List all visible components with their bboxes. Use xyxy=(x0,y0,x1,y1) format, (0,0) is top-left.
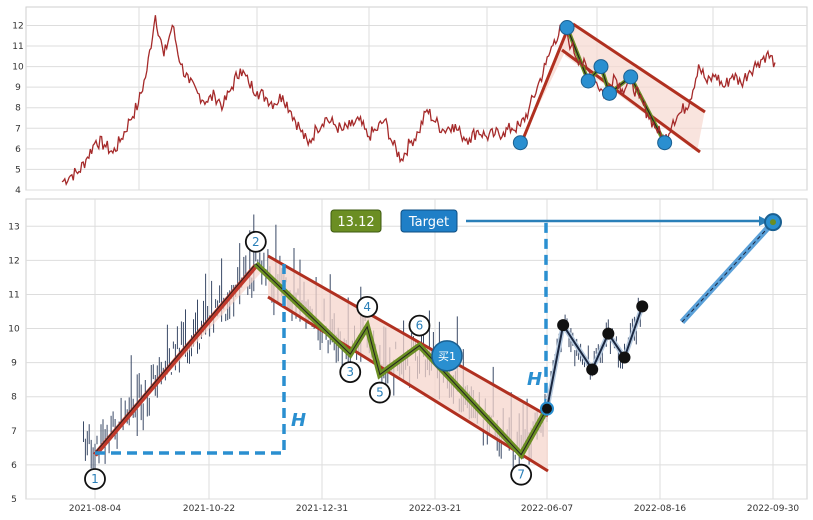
rise-line xyxy=(93,264,258,457)
top-price-line xyxy=(61,15,776,187)
bottom-x-tick-label: 2022-08-16 xyxy=(634,504,687,514)
wave-label-circle xyxy=(369,381,391,404)
top-plot-frame xyxy=(25,6,808,191)
top-wave-marker xyxy=(512,135,528,151)
top-y-tick-label: 4 xyxy=(15,186,21,196)
buy-marker xyxy=(431,340,463,372)
top-channel-lower xyxy=(561,48,701,154)
bottom-y-tick-label: 6 xyxy=(11,461,17,471)
top-y-tick-label: 12 xyxy=(12,21,23,31)
wave-label-6: 6 xyxy=(416,319,424,333)
projection-point xyxy=(636,300,649,313)
channel-upper-line xyxy=(267,254,549,418)
price-box-label: 13.12 xyxy=(337,215,374,230)
top-y-tick-label: 8 xyxy=(15,104,21,114)
pattern-overlay: 买1 xyxy=(93,213,782,473)
bottom-x-tick-label: 2022-03-21 xyxy=(409,504,461,514)
wave-label-2: 2 xyxy=(252,235,260,249)
wave-label-circle xyxy=(356,295,379,318)
top-wave-marker xyxy=(580,73,596,89)
bottom-y-tick-label: 13 xyxy=(8,222,19,232)
wave-path-inner xyxy=(255,263,548,456)
bottom-y-tick-label: 9 xyxy=(11,359,17,369)
top-wave-marker xyxy=(601,85,617,101)
projection-point xyxy=(602,327,615,340)
wave-label-circle xyxy=(408,314,431,337)
wave-label-circle xyxy=(84,468,106,490)
channel-lower-line xyxy=(267,295,549,473)
top-y-ticks: 4 5 6 7 8 9 10 11 12 xyxy=(12,21,24,196)
wave-label-1: 1 xyxy=(91,472,99,486)
wave-label-circle xyxy=(339,361,362,384)
price-box: 13.12 xyxy=(330,209,382,233)
height-label-right: H xyxy=(527,369,542,390)
bottom-y-tick-label: 7 xyxy=(11,427,17,437)
bottom-y-tick-label: 12 xyxy=(8,256,19,266)
channel-fill xyxy=(268,256,548,471)
projection-path xyxy=(546,306,644,409)
buy-marker-label: 买1 xyxy=(438,350,456,363)
top-wave-marker xyxy=(657,135,673,151)
top-rise-line xyxy=(518,29,569,147)
bottom-y-tick-label: 11 xyxy=(8,290,19,300)
bottom-y-tick-label: 10 xyxy=(8,325,20,335)
target-arrow-head xyxy=(759,216,769,226)
projection-point xyxy=(557,319,570,332)
wave-label-circle xyxy=(510,463,533,486)
wave-label-4: 4 xyxy=(363,300,371,314)
top-y-tick-label: 11 xyxy=(12,42,23,52)
top-wave-marker xyxy=(559,20,575,36)
bottom-x-tick-label: 2021-08-04 xyxy=(69,504,122,514)
top-y-tick-label: 7 xyxy=(15,124,21,134)
wave-label-3: 3 xyxy=(346,365,354,379)
top-grid xyxy=(26,7,807,191)
target-box-label: Target xyxy=(408,215,449,230)
top-price-panel: 4 5 6 7 8 9 10 11 12 xyxy=(12,6,808,196)
bottom-x-tick-label: 2021-10-22 xyxy=(183,504,235,514)
top-wave-marker xyxy=(623,69,639,85)
top-y-tick-label: 10 xyxy=(12,63,24,73)
target-marker-core xyxy=(770,219,776,226)
top-wave-marker xyxy=(593,59,609,75)
wave-label-5: 5 xyxy=(376,386,384,400)
top-y-tick-label: 6 xyxy=(15,145,21,155)
bottom-y-tick-label: 8 xyxy=(11,393,17,403)
height-label-left: H xyxy=(291,410,306,431)
bottom-y-tick-label: 5 xyxy=(11,495,17,505)
top-y-tick-label: 9 xyxy=(15,83,21,93)
wave-label-7: 7 xyxy=(517,468,525,482)
target-trajectory-inner xyxy=(681,221,774,323)
bottom-x-tick-label: 2021-12-31 xyxy=(296,504,348,514)
top-channel-upper xyxy=(572,22,706,114)
rise-line-inner xyxy=(94,263,257,454)
target-box: Target xyxy=(400,209,458,233)
wave-number-labels: 1 2 3 4 5 6 7 xyxy=(84,230,533,490)
wave-label-circle xyxy=(244,230,267,253)
bottom-x-tick-label: 2022-09-30 xyxy=(747,504,800,514)
bottom-y-ticks: 5 6 7 8 9 10 11 12 13 xyxy=(8,222,20,505)
bottom-x-tick-label: 2022-06-07 xyxy=(521,504,573,514)
breakout-marker xyxy=(540,401,554,416)
top-y-tick-label: 5 xyxy=(15,165,21,175)
projection-point xyxy=(618,351,631,364)
top-wave-markers xyxy=(512,20,673,151)
projection-point xyxy=(586,363,599,376)
bottom-x-ticks: 2021-08-04 2021-10-22 2021-12-31 2022-03-21… xyxy=(69,504,800,514)
